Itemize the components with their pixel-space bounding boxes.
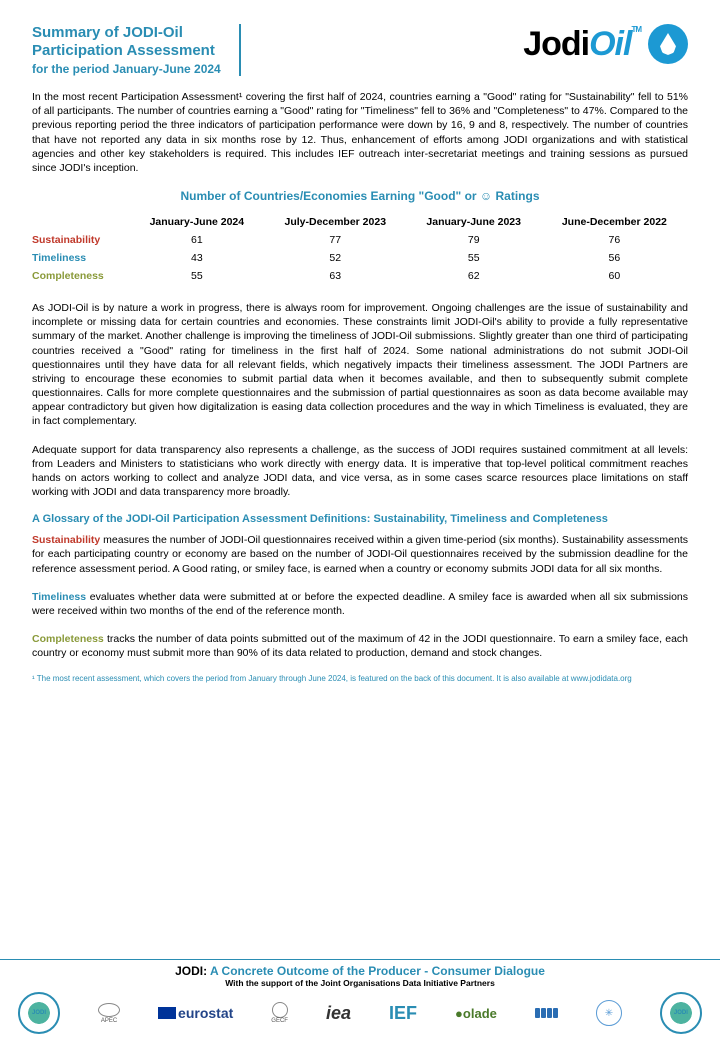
footer: JODI: A Concrete Outcome of the Producer…: [0, 959, 720, 1034]
footer-subtitle: With the support of the Joint Organisati…: [12, 978, 708, 988]
logo-text-jodi: Jodi: [523, 25, 589, 63]
cell: 76: [541, 231, 688, 249]
opec-logo-icon: [535, 1000, 558, 1026]
cell: 61: [130, 231, 264, 249]
apec-logo-icon: APEC: [98, 1000, 120, 1026]
footer-title-jodi: JODI:: [175, 964, 210, 978]
cell: 77: [264, 231, 407, 249]
logo-text-oil: Oil: [589, 25, 631, 63]
col-period-0: January-June 2024: [130, 213, 264, 231]
glossary-timeliness: Timeliness evaluates whether data were s…: [32, 590, 688, 618]
col-period-1: July-December 2023: [264, 213, 407, 231]
col-period-2: January-June 2023: [407, 213, 541, 231]
support-jodi-badge-icon: JODI: [18, 992, 60, 1034]
cell: 55: [407, 249, 541, 267]
water-drop-icon: [648, 24, 688, 64]
intro-paragraph: In the most recent Participation Assessm…: [32, 90, 688, 175]
cell: 60: [541, 267, 688, 285]
title-subtitle: for the period January-June 2024: [32, 62, 221, 76]
row-label: Completeness: [32, 267, 130, 285]
footer-title-rest: A Concrete Outcome of the Producer - Con…: [210, 964, 545, 978]
row-label: Sustainability: [32, 231, 130, 249]
ratings-table: January-June 2024 July-December 2023 Jan…: [32, 213, 688, 285]
glossary-completeness: Completeness tracks the number of data p…: [32, 632, 688, 660]
cell: 55: [130, 267, 264, 285]
header: Summary of JODI-Oil Participation Assess…: [32, 24, 688, 76]
title-line2: Participation Assessment: [32, 42, 221, 60]
term-completeness: Completeness: [32, 633, 104, 645]
term-timeliness: Timeliness: [32, 591, 86, 603]
cell: 79: [407, 231, 541, 249]
def-completeness: tracks the number of data points submitt…: [32, 633, 688, 659]
footer-title: JODI: A Concrete Outcome of the Producer…: [12, 964, 708, 978]
table-title: Number of Countries/Economies Earning "G…: [32, 189, 688, 203]
paragraph-2: As JODI-Oil is by nature a work in progr…: [32, 301, 688, 429]
gecf-logo-icon: GECF: [271, 1000, 288, 1026]
cell: 52: [264, 249, 407, 267]
def-timeliness: evaluates whether data were submitted at…: [32, 591, 688, 617]
glossary-heading: A Glossary of the JODI-Oil Participation…: [32, 513, 688, 525]
support-jodi-badge-icon: JODI: [660, 992, 702, 1034]
title-block: Summary of JODI-Oil Participation Assess…: [32, 24, 241, 76]
paragraph-3: Adequate support for data transparency a…: [32, 443, 688, 500]
row-completeness: Completeness 55 63 62 60: [32, 267, 688, 285]
footnote: ¹ The most recent assessment, which cove…: [32, 674, 688, 684]
partner-logos: JODI APEC eurostat GECF iea IEF ●olade ✳…: [12, 992, 708, 1034]
def-sustainability: measures the number of JODI-Oil question…: [32, 534, 688, 574]
row-sustainability: Sustainability 61 77 79 76: [32, 231, 688, 249]
cell: 62: [407, 267, 541, 285]
cell: 56: [541, 249, 688, 267]
iea-logo-icon: iea: [326, 1000, 351, 1026]
glossary-sustainability: Sustainability measures the number of JO…: [32, 533, 688, 576]
ief-logo-icon: IEF: [389, 1000, 417, 1026]
olade-logo-icon: ●olade: [455, 1000, 497, 1026]
title-line1: Summary of JODI-Oil: [32, 24, 221, 42]
cell: 43: [130, 249, 264, 267]
un-logo-icon: ✳: [596, 1000, 622, 1026]
eurostat-logo-icon: eurostat: [158, 1000, 233, 1026]
table-header-row: January-June 2024 July-December 2023 Jan…: [32, 213, 688, 231]
row-timeliness: Timeliness 43 52 55 56: [32, 249, 688, 267]
jodi-oil-logo: JodiOilTM: [523, 24, 688, 64]
col-period-3: June-December 2022: [541, 213, 688, 231]
term-sustainability: Sustainability: [32, 534, 100, 546]
logo-tm: TM: [631, 25, 641, 34]
row-label: Timeliness: [32, 249, 130, 267]
cell: 63: [264, 267, 407, 285]
